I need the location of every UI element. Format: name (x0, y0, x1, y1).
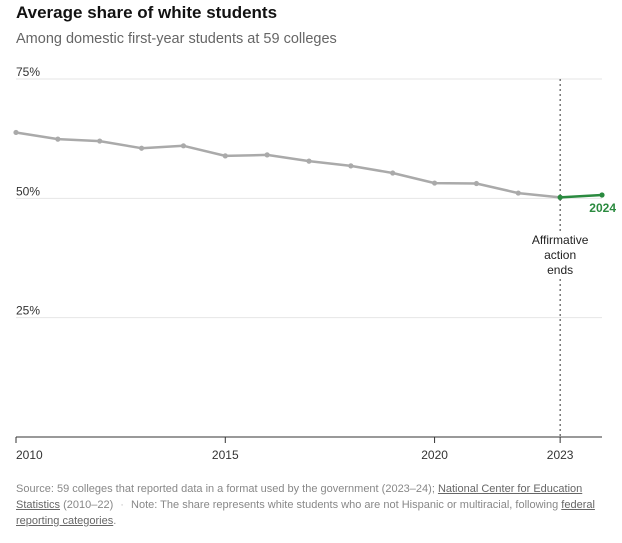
data-point (306, 158, 312, 164)
annotation-background (526, 231, 595, 279)
separator-dot: · (120, 499, 124, 511)
line-chart: 75% 50% 25% 2010 2015 2020 2023 Affirmativeacti… (13, 65, 616, 462)
data-point (264, 152, 270, 158)
note-text: Note: The share represents white student… (131, 499, 559, 511)
data-point (222, 153, 228, 159)
nces-link[interactable]: National Center for Education Statistics (16, 483, 583, 511)
annotation-label: ends (547, 263, 573, 277)
data-point (97, 138, 103, 144)
data-point (180, 143, 187, 149)
x-tick-label: 2015 (212, 448, 239, 462)
note-end: . (113, 515, 117, 527)
y-tick-label: 25% (16, 304, 40, 318)
x-tick-label: 2010 (16, 448, 43, 462)
series-line (558, 193, 604, 199)
chart-title: Average share of white students (16, 3, 278, 22)
series-line (14, 131, 562, 199)
annotation-label: Affirmative (532, 233, 589, 247)
data-point (557, 194, 563, 200)
data-point (348, 163, 354, 169)
y-tick-label: 50% (16, 184, 40, 198)
data-point (431, 180, 438, 186)
federal-categories-link[interactable]: federal reporting categories (16, 499, 595, 527)
chart-footnote: Source: 59 colleges that reported data i… (16, 481, 616, 529)
data-point (473, 180, 480, 187)
x-tick-label: 2023 (547, 448, 574, 462)
data-point (55, 136, 61, 142)
data-point (13, 129, 19, 136)
x-tick-label: 2020 (421, 448, 448, 462)
chart-subtitle: Among domestic first-year students at 59… (16, 31, 337, 47)
data-point (515, 190, 521, 196)
source-years: (2010–22) (63, 499, 114, 511)
source-text: Source: 59 colleges that reported data i… (16, 483, 435, 495)
data-point (390, 170, 396, 176)
annotation-label: action (544, 248, 576, 262)
data-point (599, 192, 605, 198)
series-end-label: 2024 (589, 201, 616, 215)
y-tick-label: 75% (16, 65, 40, 79)
data-point (138, 145, 145, 151)
